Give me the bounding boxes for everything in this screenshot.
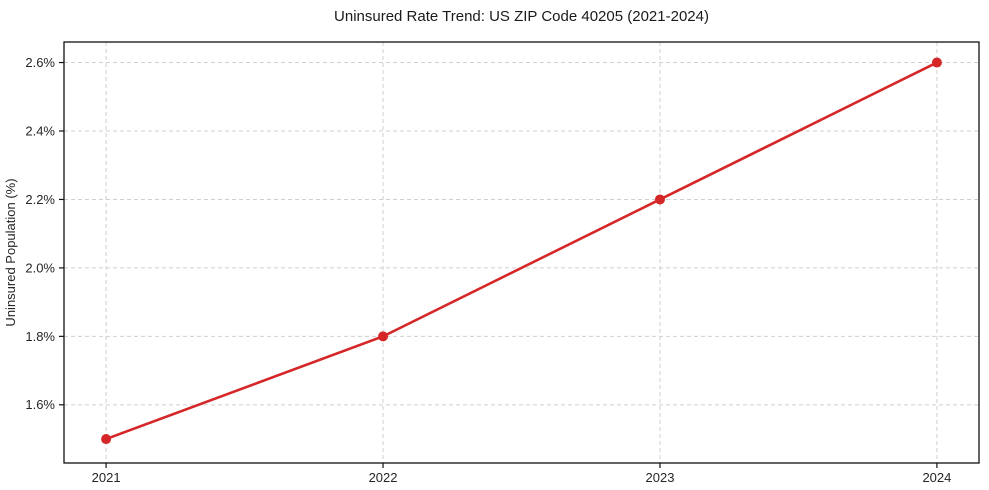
y-tick-label: 2.4% <box>25 123 55 138</box>
chart-title: Uninsured Rate Trend: US ZIP Code 40205 … <box>334 8 709 25</box>
y-axis-label: Uninsured Population (%) <box>3 178 18 326</box>
x-tick-label: 2022 <box>369 470 398 485</box>
x-axis-tick-labels: 2021 2022 2023 2024 <box>92 470 952 485</box>
data-point <box>654 194 665 205</box>
trend-line <box>104 61 939 441</box>
plot-area <box>64 42 979 463</box>
y-tick-label: 2.6% <box>25 55 55 70</box>
trend-line-series <box>101 57 942 445</box>
y-tick-label: 2.0% <box>25 260 55 275</box>
y-tick-label: 1.6% <box>25 397 55 412</box>
data-point <box>931 57 942 68</box>
data-point <box>378 331 389 342</box>
plot-border <box>63 41 980 464</box>
y-tick-label: 1.8% <box>25 329 55 344</box>
x-tick-label: 2024 <box>922 470 951 485</box>
y-axis-tick-labels: 1.6% 1.8% 2.0% 2.2% 2.4% 2.6% <box>25 55 55 412</box>
y-tick-label: 2.2% <box>25 192 55 207</box>
x-tick-label: 2023 <box>646 470 675 485</box>
x-tick-label: 2021 <box>92 470 121 485</box>
axis-tick-marks <box>59 61 938 468</box>
data-point <box>101 434 112 445</box>
